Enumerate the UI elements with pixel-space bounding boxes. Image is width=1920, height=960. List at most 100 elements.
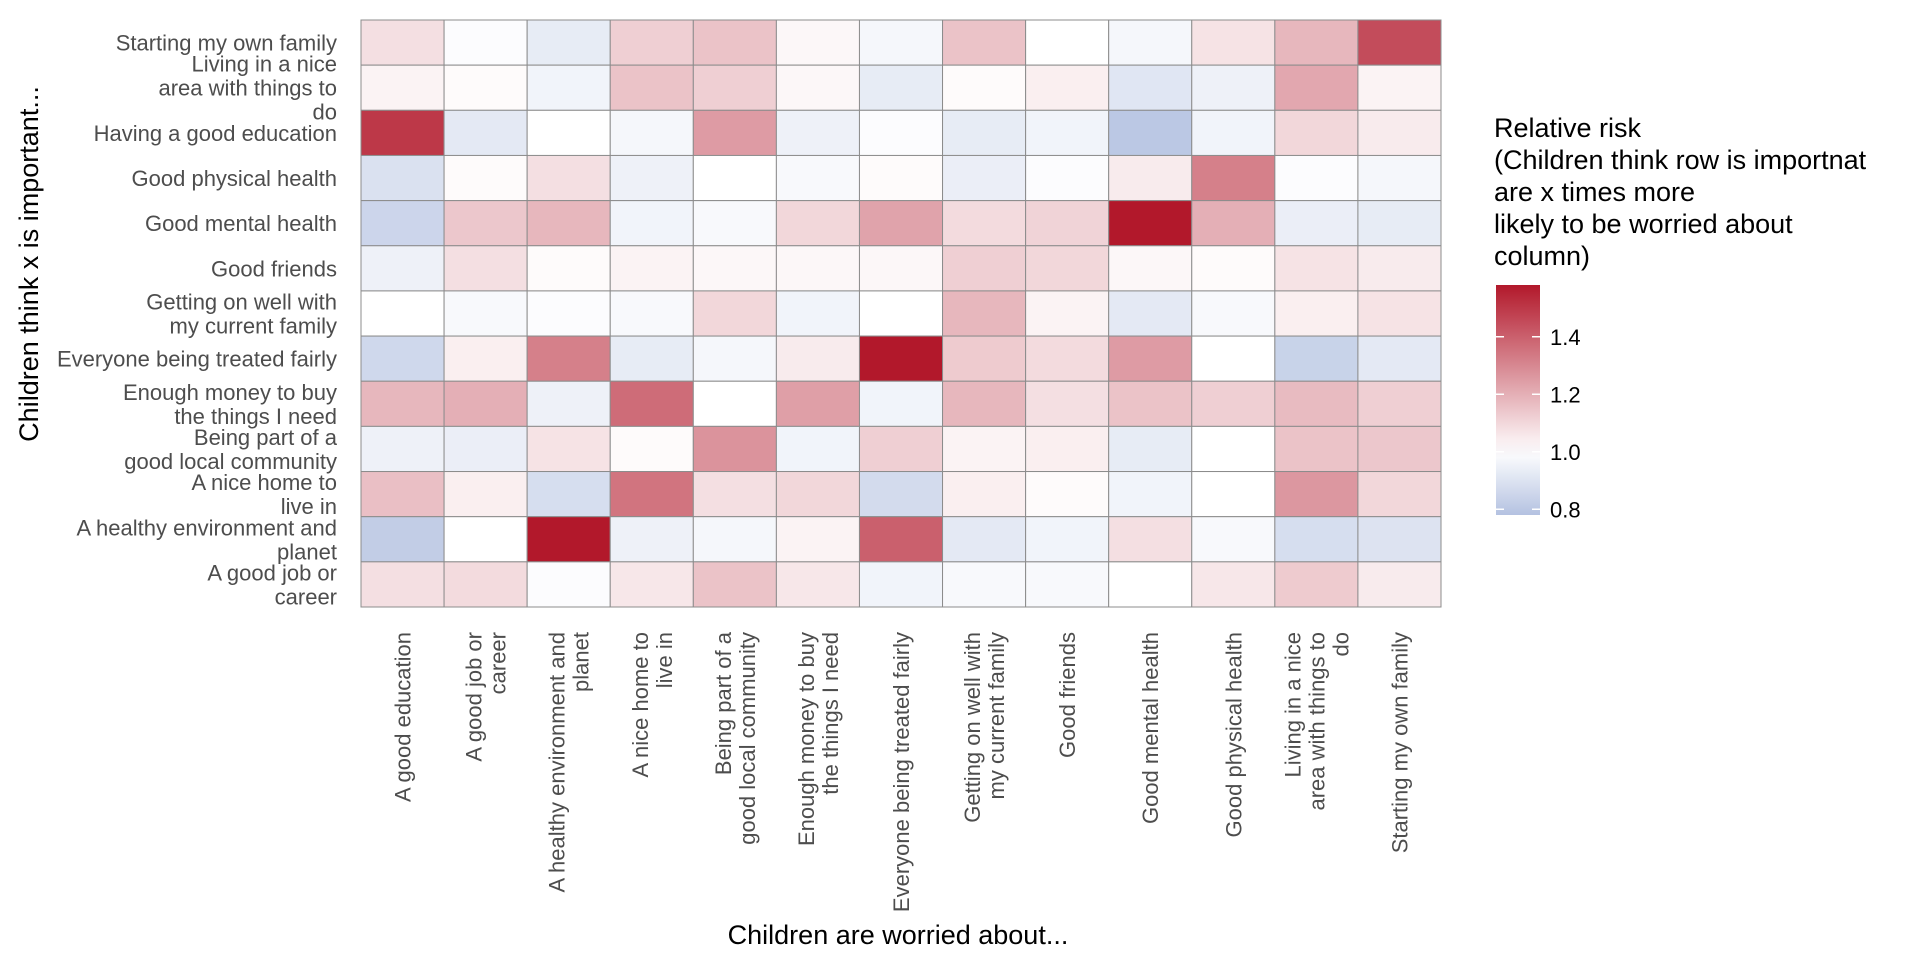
heatmap-cell (1357, 380, 1442, 427)
legend-title-line: likely to be worried about (1494, 209, 1793, 239)
heatmap-cell (360, 64, 445, 111)
x-tick-label: Being part of agood local community (711, 631, 760, 845)
heatmap-cell (692, 471, 777, 518)
heatmap-cell (1108, 471, 1193, 518)
heatmap-cell (775, 64, 860, 111)
heatmap-cell (942, 335, 1027, 382)
heatmap-cell (1357, 335, 1442, 382)
svg-text:Living in a nicearea with thin: Living in a nicearea with things todo (1280, 632, 1353, 811)
heatmap-cell (858, 245, 944, 292)
heatmap-cell (360, 516, 445, 563)
heatmap-cell (1357, 154, 1442, 202)
legend-colorbar (1496, 285, 1540, 515)
heatmap-cell (1274, 245, 1359, 292)
legend-tick-label: 0.8 (1550, 497, 1581, 522)
heatmap-cell (443, 380, 528, 427)
heatmap-cell (443, 154, 528, 202)
y-tick-label: Good friends (211, 256, 337, 281)
heatmap-cell (526, 290, 611, 337)
legend-tick-label: 1.0 (1550, 440, 1581, 465)
heatmap-cell (858, 471, 944, 518)
x-tick-label: Living in a nicearea with things todo (1280, 632, 1353, 811)
heatmap-cell (1274, 109, 1359, 156)
heatmap-cell (443, 245, 528, 292)
heatmap-cell (360, 245, 445, 292)
heatmap-cell (1274, 19, 1359, 66)
svg-text:A healthy environment andplane: A healthy environment andplanet (545, 632, 594, 893)
heatmap-cell (526, 471, 611, 518)
heatmap-cell (942, 64, 1027, 111)
heatmap-cell (692, 109, 777, 156)
heatmap-cell (609, 335, 694, 382)
heatmap-cell (360, 109, 445, 156)
heatmap-cell (526, 245, 611, 292)
heatmap-cell (1108, 19, 1193, 66)
heatmap-cell (1025, 19, 1110, 66)
heatmap-cell (1108, 516, 1193, 563)
heatmap-cell (692, 64, 777, 111)
heatmap-cell (692, 516, 777, 563)
svg-text:Being part of agood local comm: Being part of agood local community (711, 631, 760, 845)
heatmap-cell (692, 200, 777, 247)
heatmap-cell (1274, 64, 1359, 111)
x-axis-title: Children are worried about... (728, 920, 1069, 950)
heatmap-cell (360, 154, 445, 202)
heatmap-cell (775, 154, 860, 202)
heatmap-cell (526, 154, 611, 202)
heatmap-cell (1025, 64, 1110, 111)
heatmap-cell (1274, 200, 1359, 247)
heatmap-cell (775, 335, 860, 382)
x-tick-label: Everyone being treated fairly (889, 632, 914, 912)
heatmap-cell (609, 471, 694, 518)
heatmap-cell (526, 335, 611, 382)
heatmap-cell (609, 200, 694, 247)
heatmap-cell (609, 516, 694, 563)
heatmap-cell (942, 154, 1027, 202)
legend-title-line: (Children think row is importnat (1494, 145, 1867, 175)
heatmap-cell (942, 516, 1027, 563)
heatmap-cell (360, 425, 445, 473)
heatmap-cell (1025, 471, 1110, 518)
heatmap-cell (360, 200, 445, 247)
heatmap-cell (1025, 290, 1110, 337)
heatmap-cell (1025, 516, 1110, 563)
heatmap-cell (692, 19, 777, 66)
heatmap-cell (858, 64, 944, 111)
x-axis-tick-labels: A good education A good job orcareer A hea… (391, 631, 1413, 912)
heatmap-cell (1191, 516, 1276, 563)
heatmap-cell (609, 64, 694, 111)
heatmap-cell (692, 425, 777, 473)
heatmap-cell (775, 290, 860, 337)
y-tick-label: Enough money to buy the things I need (123, 380, 337, 429)
heatmap-cell (1274, 561, 1359, 608)
heatmap-cell (443, 290, 528, 337)
x-tick-label: Good mental health (1138, 632, 1163, 824)
heatmap-cell (1025, 425, 1110, 473)
heatmap-cell (526, 109, 611, 156)
heatmap-cell (775, 19, 860, 66)
x-tick-label: Starting my own family (1388, 632, 1413, 853)
y-tick-label: Good physical health (132, 166, 337, 191)
heatmap-cell (526, 425, 611, 473)
heatmap-cell (1191, 471, 1276, 518)
heatmap-cell (360, 335, 445, 382)
heatmap-cell (1274, 516, 1359, 563)
heatmap-cell (526, 64, 611, 111)
heatmap-cell (775, 245, 860, 292)
heatmap-cell (1108, 425, 1193, 473)
heatmap-cell (1108, 245, 1193, 292)
svg-text:Everyone being treated fairly: Everyone being treated fairly (889, 632, 914, 912)
heatmap-cell (360, 561, 445, 608)
heatmap-cells (360, 19, 1442, 608)
heatmap-cell (609, 109, 694, 156)
heatmap-cell (443, 335, 528, 382)
heatmap-cell (858, 425, 944, 473)
heatmap-cell (1274, 380, 1359, 427)
heatmap-cell (443, 64, 528, 111)
heatmap-cell (692, 290, 777, 337)
legend-title-line: Relative risk (1494, 113, 1642, 143)
svg-text:Good mental health: Good mental health (1138, 632, 1163, 824)
heatmap-cell (1108, 335, 1193, 382)
x-tick-label: A healthy environment andplanet (545, 632, 594, 893)
